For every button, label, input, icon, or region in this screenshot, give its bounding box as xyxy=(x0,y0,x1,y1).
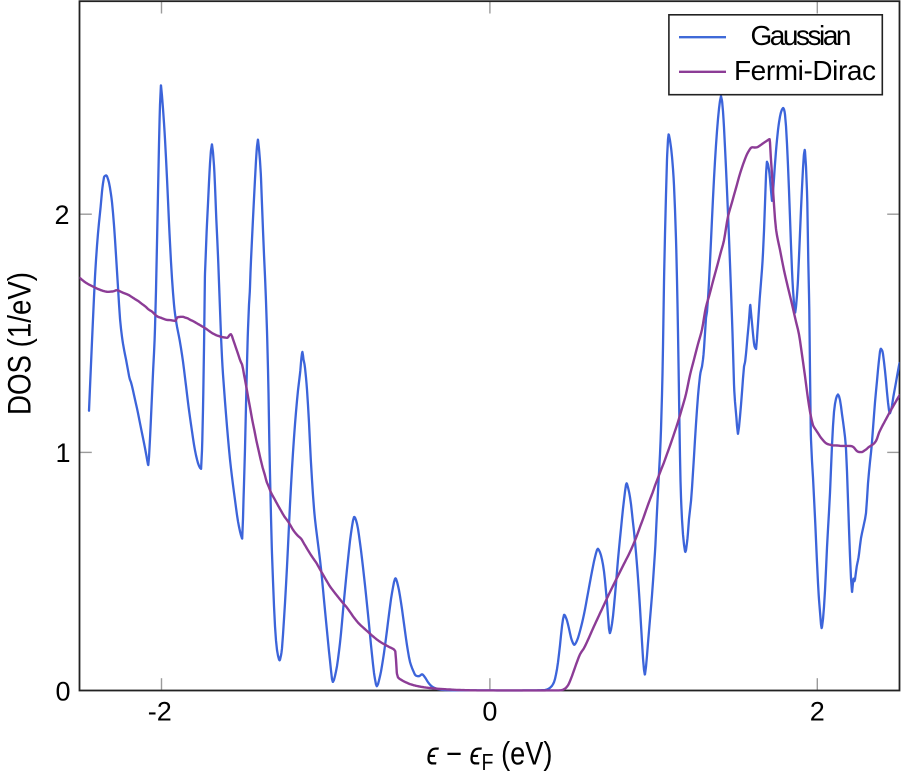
svg-text:Gaussian: Gaussian xyxy=(751,20,852,51)
svg-text:-2: -2 xyxy=(148,696,172,726)
svg-text:2: 2 xyxy=(54,200,69,230)
svg-text:DOS (1/eV): DOS (1/eV) xyxy=(2,272,38,415)
svg-text:1: 1 xyxy=(55,438,70,468)
svg-text:Fermi-Dirac: Fermi-Dirac xyxy=(734,55,876,86)
svg-text:ϵ − ϵF (eV): ϵ − ϵF (eV) xyxy=(427,736,553,776)
svg-text:0: 0 xyxy=(55,676,70,706)
svg-text:2: 2 xyxy=(810,696,825,726)
svg-text:0: 0 xyxy=(482,696,497,726)
